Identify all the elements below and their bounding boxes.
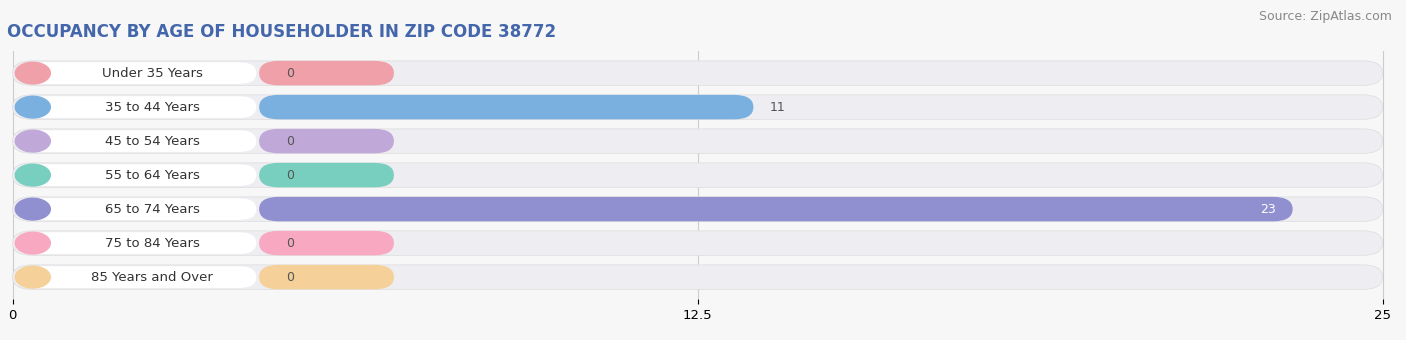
FancyBboxPatch shape [15, 232, 256, 254]
Circle shape [15, 198, 51, 220]
FancyBboxPatch shape [15, 164, 256, 186]
Text: 35 to 44 Years: 35 to 44 Years [105, 101, 200, 114]
FancyBboxPatch shape [15, 198, 256, 220]
FancyBboxPatch shape [13, 265, 1382, 289]
FancyBboxPatch shape [259, 265, 394, 289]
FancyBboxPatch shape [259, 231, 394, 255]
Circle shape [15, 164, 51, 186]
FancyBboxPatch shape [259, 197, 1292, 221]
Text: Source: ZipAtlas.com: Source: ZipAtlas.com [1258, 10, 1392, 23]
Text: 65 to 74 Years: 65 to 74 Years [105, 203, 200, 216]
FancyBboxPatch shape [13, 197, 1382, 221]
Text: 23: 23 [1260, 203, 1277, 216]
FancyBboxPatch shape [15, 130, 256, 152]
FancyBboxPatch shape [259, 95, 754, 119]
FancyBboxPatch shape [13, 95, 1382, 119]
Text: OCCUPANCY BY AGE OF HOUSEHOLDER IN ZIP CODE 38772: OCCUPANCY BY AGE OF HOUSEHOLDER IN ZIP C… [7, 23, 557, 41]
Circle shape [15, 130, 51, 152]
Text: 55 to 64 Years: 55 to 64 Years [105, 169, 200, 182]
FancyBboxPatch shape [13, 61, 1382, 85]
Text: 0: 0 [287, 169, 294, 182]
FancyBboxPatch shape [15, 62, 256, 84]
FancyBboxPatch shape [15, 266, 256, 288]
Circle shape [15, 62, 51, 84]
Text: 0: 0 [287, 67, 294, 80]
Text: 45 to 54 Years: 45 to 54 Years [105, 135, 200, 148]
FancyBboxPatch shape [13, 231, 1382, 255]
Circle shape [15, 232, 51, 254]
Circle shape [15, 266, 51, 288]
FancyBboxPatch shape [259, 61, 394, 85]
Text: 75 to 84 Years: 75 to 84 Years [105, 237, 200, 250]
Text: 11: 11 [770, 101, 786, 114]
Text: 85 Years and Over: 85 Years and Over [91, 271, 214, 284]
FancyBboxPatch shape [13, 163, 1382, 187]
FancyBboxPatch shape [13, 129, 1382, 153]
FancyBboxPatch shape [259, 163, 394, 187]
Text: 0: 0 [287, 135, 294, 148]
Text: 0: 0 [287, 237, 294, 250]
Circle shape [15, 96, 51, 118]
Text: Under 35 Years: Under 35 Years [101, 67, 202, 80]
Text: 0: 0 [287, 271, 294, 284]
FancyBboxPatch shape [259, 129, 394, 153]
FancyBboxPatch shape [15, 96, 256, 118]
